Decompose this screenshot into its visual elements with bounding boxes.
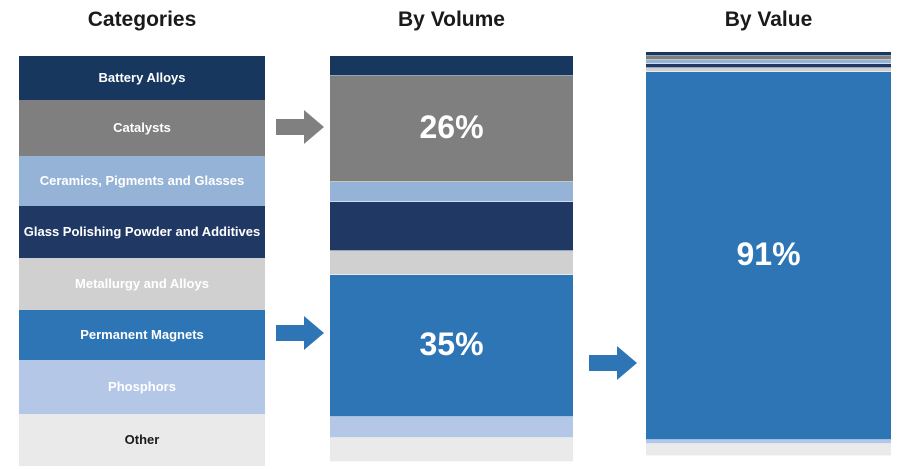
stack-segment [330, 181, 573, 203]
stack-segment [330, 250, 573, 276]
arrow-magnets-icon [276, 316, 324, 350]
stack-segment [330, 417, 573, 438]
category-label: Ceramics, Pigments and Glasses [19, 156, 265, 206]
stack-segment [646, 443, 891, 456]
category-label: Phosphors [19, 360, 265, 414]
stack-segment [646, 68, 891, 73]
category-label: Permanent Magnets [19, 310, 265, 360]
heading-by-value: By Value [724, 8, 813, 31]
category-label: Metallurgy and Alloys [19, 258, 265, 310]
stack-segment [646, 56, 891, 61]
stack-segment [330, 437, 573, 462]
value-stacked-bar: 91% [646, 52, 891, 456]
percentage-label: 35% [419, 326, 484, 363]
stack-segment [330, 56, 573, 77]
category-label: Catalysts [19, 100, 265, 156]
percentage-label: 26% [419, 109, 484, 146]
stack-segment [646, 439, 891, 444]
stack-segment [646, 60, 891, 65]
stack-segment [330, 202, 573, 251]
heading-by-volume: By Volume [398, 8, 505, 31]
stack-segment [330, 275, 573, 418]
category-label: Glass Polishing Powder and Additives [19, 206, 265, 258]
stack-segment [330, 76, 573, 182]
stack-segment [646, 72, 891, 440]
stack-segment [646, 52, 891, 57]
stack-segment [646, 64, 891, 69]
arrow-catalysts-icon [276, 110, 324, 144]
arrow-volume-to-value-icon [589, 346, 637, 380]
category-label: Battery Alloys [19, 56, 265, 100]
percentage-label: 91% [736, 236, 801, 273]
volume-stacked-bar: 26% 35% [330, 56, 573, 462]
heading-categories: Categories [87, 8, 197, 31]
category-label: Other [19, 414, 265, 466]
